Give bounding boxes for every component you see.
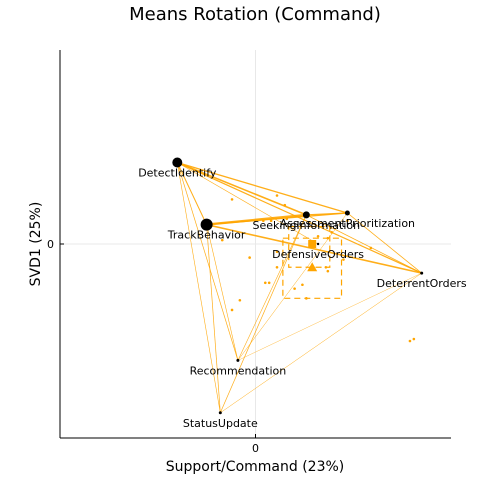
mean-range-box [288, 225, 331, 268]
observation-dot [346, 219, 349, 223]
observation-dot [326, 236, 330, 240]
y-axis-label: SVD1 (25%) [28, 202, 44, 287]
point-deterrent-orders [420, 271, 424, 275]
point-label-detect-identify: DetectIdentify [138, 167, 217, 180]
observation-dot [269, 219, 273, 223]
observation-dot [293, 287, 296, 290]
connection-line [237, 212, 348, 361]
point-label-deterrent-orders: DeterrentOrders [377, 277, 467, 290]
point-seeking-information [302, 211, 310, 219]
mean-triangle-marker [307, 262, 318, 272]
x-tick-label: 0 [252, 442, 259, 455]
connection-line [206, 224, 221, 413]
connection-line [206, 223, 422, 274]
connection-line [306, 214, 422, 274]
connection-line [176, 162, 239, 361]
observation-dot [342, 258, 345, 261]
connection-line [177, 162, 221, 413]
observation-dot [330, 231, 334, 234]
connection-line [177, 161, 348, 214]
x-axis-label: Support/Command (23%) [166, 459, 345, 475]
connection-line [176, 162, 208, 225]
observation-dot [305, 297, 308, 300]
point-recommendation [236, 358, 240, 362]
point-label-recommendation: Recommendation [190, 364, 287, 377]
observation-dot [262, 219, 265, 223]
observation-dot [369, 246, 373, 250]
chart-title: Means Rotation (Command) [129, 4, 381, 25]
connection-line [206, 212, 348, 226]
observation-dot [285, 217, 289, 221]
point-detect-identify [172, 157, 183, 168]
connection-line [237, 272, 422, 361]
observation-dot [408, 339, 412, 343]
mean-square-marker [308, 240, 317, 248]
observation-dot [238, 298, 242, 302]
observation-dot [275, 250, 279, 254]
point-label-track-behavior: TrackBehavior [167, 229, 246, 242]
observation-dot [316, 234, 320, 238]
connection-line [177, 162, 319, 245]
observation-dot [220, 238, 224, 242]
observation-dot [324, 265, 328, 269]
connection-line [219, 214, 307, 413]
connection-line [347, 212, 422, 274]
connection-line [177, 161, 422, 274]
observation-dot [263, 281, 267, 285]
connection-line [220, 272, 422, 413]
observation-dot [248, 256, 251, 259]
observation-dot [301, 283, 304, 287]
point-track-behavior [200, 218, 213, 231]
observation-dot [326, 269, 330, 273]
y-tick-label: 0 [47, 238, 54, 251]
point-defensive-orders [316, 242, 320, 246]
point-label-seeking-information: SeekingInformation [253, 219, 361, 232]
connection-line [206, 224, 239, 361]
observation-dot [412, 337, 416, 341]
plot-area: 0 0 DetectIdentify TrackBehavior SeekingInfo… [47, 50, 467, 455]
point-status-update [218, 411, 222, 415]
connection-line [306, 212, 348, 216]
point-label-status-update: StatusUpdate [183, 417, 258, 430]
point-assessment-prioritization [344, 210, 350, 216]
observation-dot [283, 203, 287, 207]
connection-line [237, 214, 307, 361]
observation-dot [230, 198, 234, 201]
observation-dot [275, 265, 279, 269]
observation-dot [230, 308, 234, 312]
observation-dot [267, 281, 271, 285]
point-label-defensive-orders: DefensiveOrders [272, 248, 364, 261]
point-label-assessment-prioritization: AssessmentPrioritization [280, 217, 415, 230]
observation-dot [275, 194, 279, 197]
